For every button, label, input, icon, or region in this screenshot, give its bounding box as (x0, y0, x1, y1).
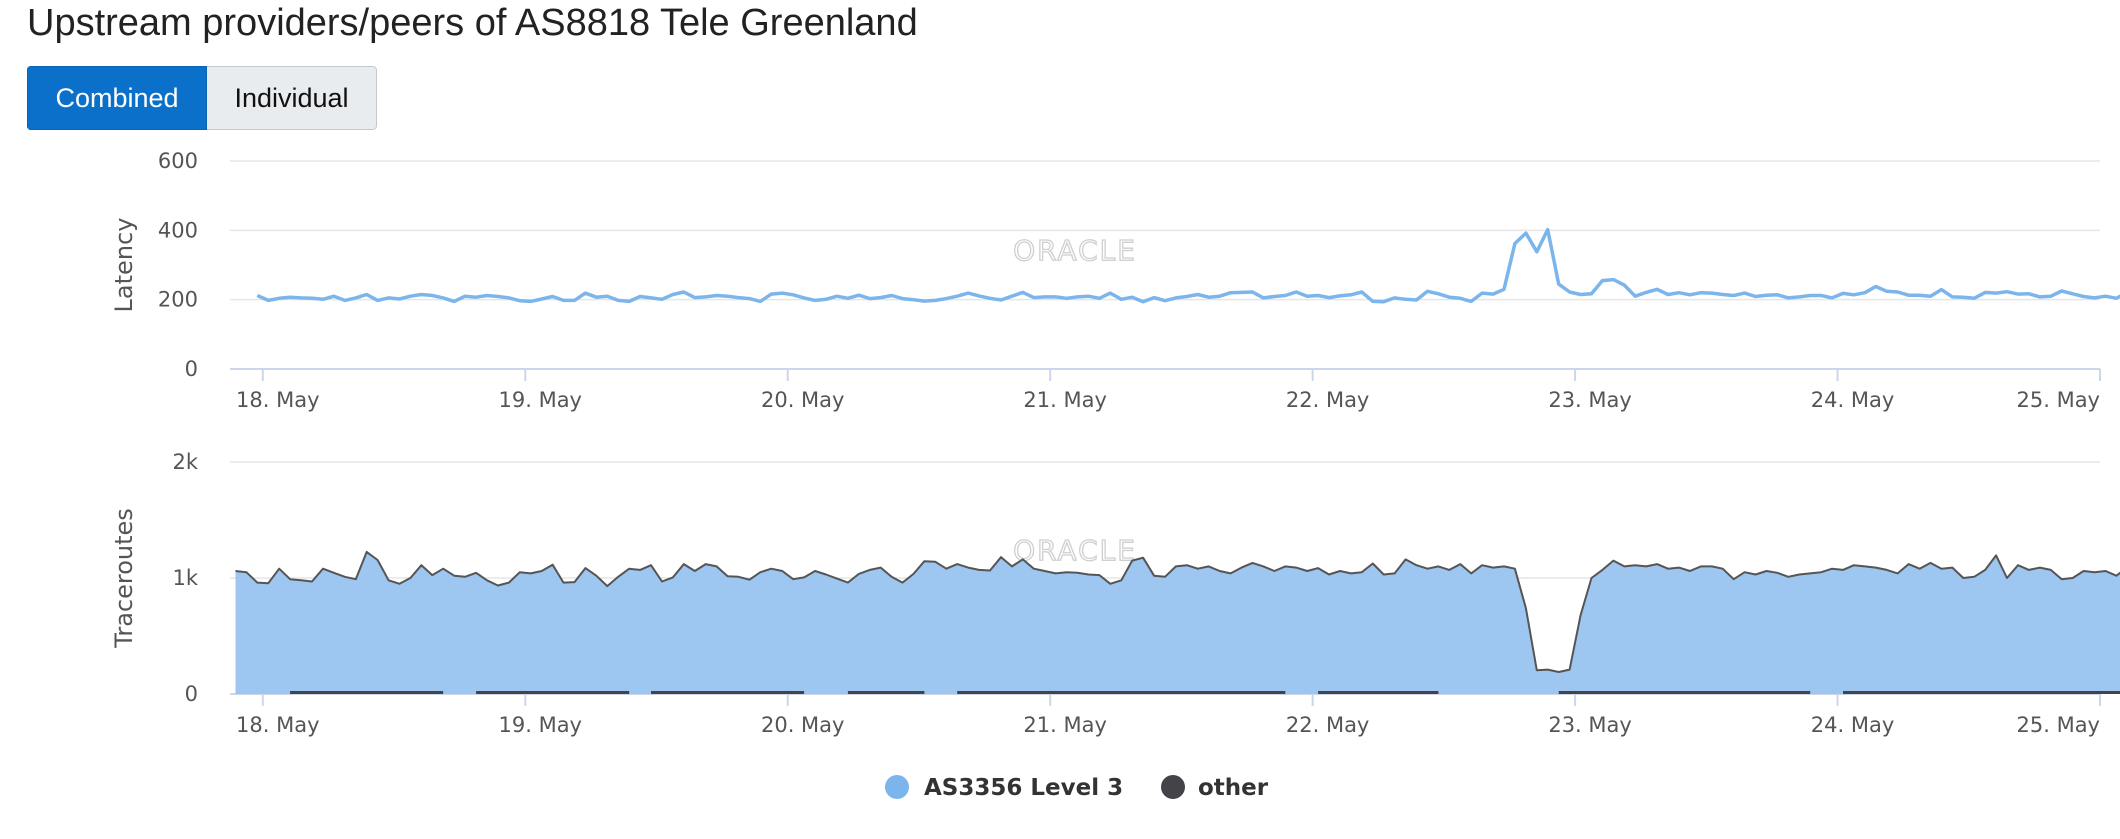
legend-marker-as3356 (885, 775, 909, 799)
y-tick-label: 0 (185, 682, 198, 706)
y-tick-label: 200 (158, 288, 198, 312)
x-tick-label: 23. May (1548, 713, 1632, 737)
x-tick-label: 21. May (1023, 713, 1107, 737)
legend-item-other[interactable]: other (1161, 775, 1269, 801)
legend-label-other: other (1198, 775, 1269, 801)
latency-chart: ORACLE Latency 0 200 400 600 18. May 19. May 2… (110, 149, 2120, 412)
legend-marker-other (1161, 775, 1185, 799)
latency-watermark: ORACLE (1013, 234, 1137, 267)
x-tick-label: 20. May (761, 388, 845, 412)
traceroutes-line-as3356 (235, 550, 2120, 673)
y-tick-label: 600 (158, 149, 198, 173)
traceroutes-axis-title: Traceroutes (110, 508, 138, 649)
x-tick-label: 19. May (499, 388, 583, 412)
individual-button[interactable]: Individual (207, 66, 377, 130)
legend: AS3356 Level 3 other (885, 775, 1269, 801)
traceroutes-chart: ORACLE Traceroutes 0 1k 2k 18. May 19. May 20… (110, 450, 2120, 737)
page-title: Upstream providers/peers of AS8818 Tele … (27, 2, 918, 44)
view-toggle: Combined Individual (27, 66, 377, 130)
x-tick-label: 25. May (2017, 388, 2101, 412)
x-tick-label: 22. May (1286, 388, 1370, 412)
x-tick-label: 24. May (1811, 388, 1895, 412)
x-tick-label: 18. May (236, 388, 320, 412)
x-tick-label: 18. May (236, 713, 320, 737)
y-tick-label: 2k (172, 450, 198, 474)
x-tick-label: 25. May (2017, 713, 2101, 737)
x-tick-label: 21. May (1023, 388, 1107, 412)
latency-series-line (256, 227, 2120, 304)
traceroutes-watermark: ORACLE (1013, 534, 1137, 567)
x-tick-label: 19. May (499, 713, 583, 737)
y-tick-label: 0 (185, 357, 198, 381)
x-tick-label: 23. May (1548, 388, 1632, 412)
legend-label-as3356: AS3356 Level 3 (924, 775, 1123, 801)
combined-button[interactable]: Combined (27, 66, 207, 130)
x-tick-label: 24. May (1811, 713, 1895, 737)
latency-axis-title: Latency (110, 218, 138, 313)
traceroutes-area-as3356 (235, 551, 2120, 694)
x-tick-label: 22. May (1286, 713, 1370, 737)
x-tick-label: 20. May (761, 713, 845, 737)
y-tick-label: 400 (158, 218, 198, 242)
y-tick-label: 1k (172, 566, 198, 590)
legend-item-as3356[interactable]: AS3356 Level 3 (885, 775, 1123, 801)
